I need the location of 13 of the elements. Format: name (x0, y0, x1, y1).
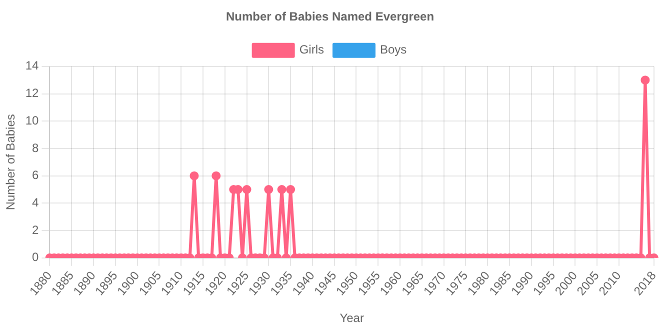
y-tick-label: 12 (25, 86, 40, 100)
y-tick-label: 4 (32, 195, 40, 210)
y-axis-title: Number of Babies (4, 114, 18, 210)
y-tick-label: 10 (25, 113, 40, 128)
chart-title: Number of Babies Named Evergreen (226, 10, 434, 24)
legend-label: Girls (299, 42, 324, 57)
y-tick-label: 0 (32, 250, 40, 264)
y-tick-label: 8 (32, 140, 40, 155)
y-tick-label: 6 (32, 168, 40, 182)
legend-label: Boys (380, 42, 407, 57)
y-tick-label: 2 (32, 222, 40, 237)
x-axis-title: Year (340, 311, 364, 326)
y-tick-label: 14 (25, 58, 40, 73)
